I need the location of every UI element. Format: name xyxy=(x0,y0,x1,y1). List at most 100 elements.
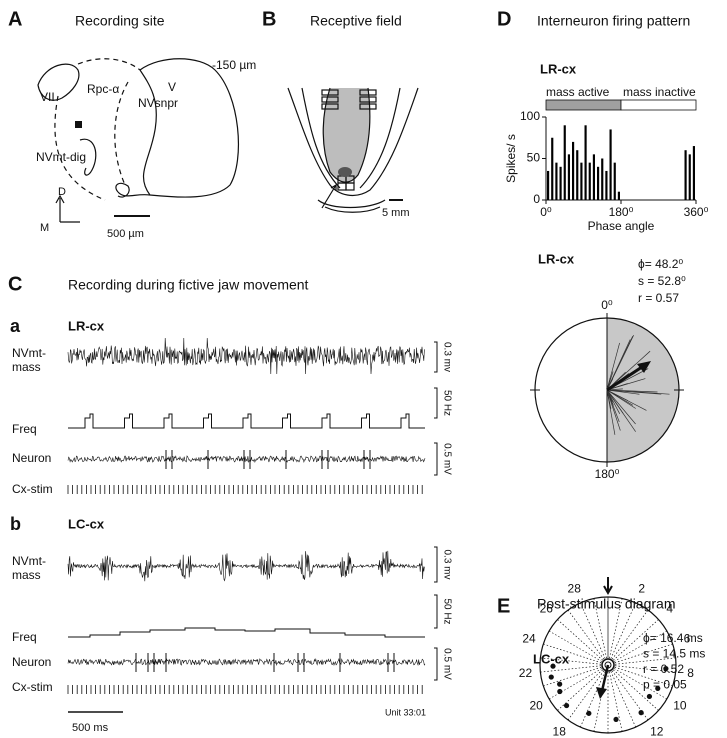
x-tick-label: 180⁰ xyxy=(609,205,634,219)
panel-letter: E xyxy=(497,595,510,617)
panel-letter: D xyxy=(497,8,511,30)
scale-bracket xyxy=(434,442,438,476)
panel-title: Recording site xyxy=(75,13,165,29)
scale-label: 500 ms xyxy=(72,722,109,734)
dial-spoke xyxy=(607,664,659,711)
row-label: Neuron xyxy=(12,451,51,465)
region-label: Rpc-α xyxy=(87,82,119,96)
spike-dot xyxy=(638,710,644,716)
scale-bracket xyxy=(434,594,438,629)
x-tick-label: 360⁰ xyxy=(684,205,709,219)
dial-spoke xyxy=(607,664,636,728)
row-label: Neuron xyxy=(12,655,51,669)
bar xyxy=(551,137,554,200)
y-tick-label: 0 xyxy=(533,192,540,206)
row-label: Cx-stim xyxy=(12,482,53,496)
scale-bracket xyxy=(434,387,438,419)
bar xyxy=(588,162,591,200)
stim-ticks xyxy=(67,485,423,494)
spike-vector xyxy=(606,389,621,414)
scale-label: 0.5 mV xyxy=(441,443,452,475)
region-label: VII xyxy=(40,90,55,104)
mean-vector xyxy=(606,363,646,392)
region-label: NVmt-dig xyxy=(36,150,86,164)
bar xyxy=(576,150,579,200)
scale-bracket xyxy=(434,341,438,373)
dial-label: 2 xyxy=(638,581,645,595)
bar xyxy=(617,191,620,200)
dial-label: 20 xyxy=(529,699,543,713)
dial-spoke xyxy=(607,664,673,687)
region-label: V xyxy=(168,80,176,94)
subpanel-letter: b xyxy=(10,514,21,534)
stat-label: r = 0.52 xyxy=(643,662,684,676)
row-label: Cx-stim xyxy=(12,680,53,694)
scale-label: 500 µm xyxy=(107,228,144,240)
bar xyxy=(613,162,616,200)
dial-label: 12 xyxy=(650,724,664,738)
scale-label: 0.3 mv xyxy=(441,549,452,579)
depth-label: -150 µm xyxy=(212,58,256,72)
dial-spoke xyxy=(543,664,609,687)
condition-label: LC-cx xyxy=(68,516,105,531)
dial-spoke xyxy=(580,602,609,666)
panel-title: Post-stimulus diagram xyxy=(537,596,676,612)
dial-spoke xyxy=(557,664,609,711)
receptive-field-spot xyxy=(338,167,352,177)
scale-label: 0.5 mV xyxy=(441,648,452,680)
mass-trace xyxy=(67,337,425,375)
bar xyxy=(580,162,583,200)
dial-spoke xyxy=(607,664,623,732)
axis-label: M xyxy=(40,222,49,234)
dial-spoke xyxy=(607,643,673,666)
bar xyxy=(597,166,600,200)
spike-vector xyxy=(606,389,620,422)
scale-bracket xyxy=(434,647,438,681)
stat-label: s = 14.5 ms xyxy=(643,647,705,661)
band-label: mass active xyxy=(546,85,610,99)
bar xyxy=(555,162,558,200)
bar xyxy=(563,125,566,200)
band-active xyxy=(545,99,622,111)
scale-label: 5 mm xyxy=(382,207,410,219)
condition-label: LR-cx xyxy=(68,318,105,333)
scale-bracket xyxy=(434,546,438,583)
scale-label: 50 Hz xyxy=(441,390,452,416)
spike-dot xyxy=(655,685,661,692)
bar xyxy=(601,158,604,200)
spike-dot xyxy=(613,716,619,723)
row-label: NVmt- xyxy=(12,554,46,568)
dial-label: 22 xyxy=(519,666,533,680)
mass-trace xyxy=(67,550,425,582)
dial-spoke xyxy=(607,657,676,666)
panel-title: Receptive field xyxy=(310,13,402,29)
row-label: NVmt- xyxy=(12,346,46,360)
x-tick-label: 0⁰ xyxy=(540,205,552,219)
recordings: a LR-cx NVmt-mass Freq Neuron Cx-stim 0.3 mv 50… xyxy=(10,316,452,694)
panel-letter: C xyxy=(8,273,22,295)
dial-spoke xyxy=(548,630,609,666)
angle-label: 0⁰ xyxy=(601,298,613,312)
stat-label: ϕ= 16.4 ms xyxy=(643,631,703,645)
mean-vector-head xyxy=(637,361,651,373)
active-half xyxy=(607,318,679,462)
dial-label: 8 xyxy=(687,666,694,680)
panel-title: Recording during fictive jaw movement xyxy=(68,277,309,293)
spike-dot xyxy=(563,702,570,709)
condition-label: LR-cx xyxy=(540,61,577,76)
y-tick-label: 50 xyxy=(527,151,541,165)
stim-ticks xyxy=(67,685,423,694)
spike-dot xyxy=(646,693,653,700)
stat-label: s = 52.8⁰ xyxy=(638,274,686,288)
panel-letter: A xyxy=(8,8,22,30)
scale-label: 0.3 mv xyxy=(441,342,452,372)
stat-label: ϕ= 48.2⁰ xyxy=(638,257,683,271)
pointer-arrow xyxy=(321,183,337,209)
unit-label: Unit 33:01 xyxy=(385,707,426,717)
bar xyxy=(592,154,595,200)
condition-label: LR-cx xyxy=(538,251,575,266)
row-label: Freq xyxy=(12,422,37,436)
dial-spoke xyxy=(607,598,623,666)
stat-label: r = 0.57 xyxy=(638,291,679,305)
